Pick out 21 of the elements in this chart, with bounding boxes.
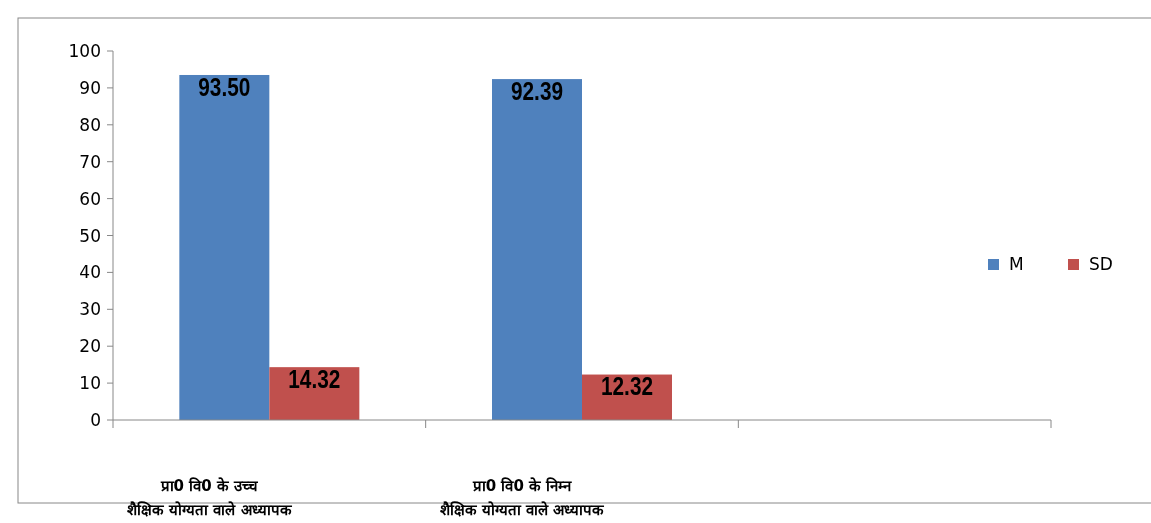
legend-label: M	[1009, 254, 1024, 274]
data-label: 93.50	[198, 72, 251, 102]
data-label: 92.39	[510, 76, 564, 106]
y-tick-label: 10	[79, 373, 101, 394]
legend-label: SD	[1089, 254, 1113, 274]
data-label: 12.32	[600, 371, 654, 401]
y-tick-label: 40	[79, 262, 101, 283]
y-tick-label: 60	[79, 188, 101, 209]
x-tick-label: प्रा0 वि0 के उच्च शैक्षिक योग्यता वाले अध्यापक	[127, 477, 293, 519]
data-label: 14.32	[288, 364, 341, 394]
bar	[492, 79, 582, 420]
y-tick-label: 20	[79, 336, 101, 357]
y-tick-label: 50	[79, 225, 101, 246]
y-tick-label: 100	[68, 41, 101, 61]
y-tick-label: 30	[79, 299, 101, 320]
y-tick-label: 70	[79, 151, 101, 172]
bar	[179, 74, 270, 420]
y-tick-label: 0	[90, 410, 101, 430]
y-tick-label: 90	[79, 77, 101, 98]
y-tick-label: 80	[79, 114, 101, 135]
x-tick-label: प्रा0 वि0 के निम्न शैक्षिक योग्यता वाले अध्यापक	[439, 477, 606, 519]
